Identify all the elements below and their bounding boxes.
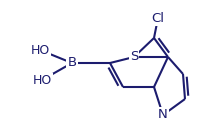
Text: N: N [158,109,168,121]
Text: HO: HO [32,73,52,86]
Text: B: B [67,56,77,69]
Text: Cl: Cl [152,12,165,24]
Text: S: S [130,50,138,64]
Text: HO: HO [30,44,50,56]
